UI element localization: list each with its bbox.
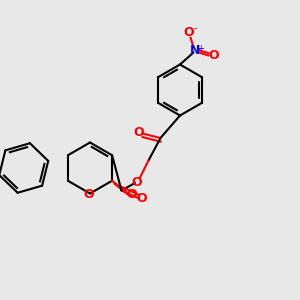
Text: N: N — [190, 44, 200, 58]
Text: +: + — [198, 44, 204, 53]
Text: O: O — [136, 191, 147, 205]
Text: O: O — [184, 26, 194, 40]
Text: O: O — [126, 188, 136, 201]
Text: O: O — [134, 126, 144, 140]
Text: O: O — [83, 188, 94, 202]
Text: -: - — [193, 23, 197, 34]
Text: O: O — [132, 176, 142, 189]
Text: O: O — [208, 49, 219, 62]
